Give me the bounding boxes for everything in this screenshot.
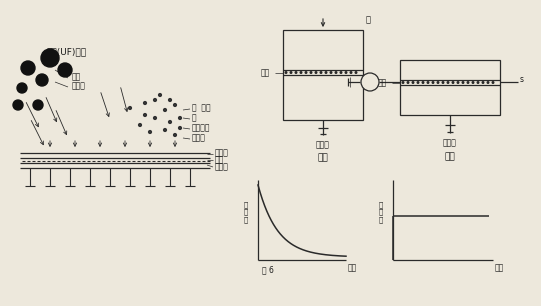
Circle shape <box>457 82 459 83</box>
Circle shape <box>361 73 379 91</box>
Bar <box>283 30 363 120</box>
Text: 颜料: 颜料 <box>72 73 81 81</box>
Circle shape <box>477 82 479 83</box>
Circle shape <box>149 131 151 133</box>
Circle shape <box>138 124 141 126</box>
Circle shape <box>305 72 307 73</box>
Text: 膜
通
量: 膜 通 量 <box>244 201 248 223</box>
Circle shape <box>355 72 357 73</box>
Bar <box>400 60 500 115</box>
Text: 膜
通
量: 膜 通 量 <box>379 201 383 223</box>
Circle shape <box>169 99 171 101</box>
Text: 隔膜: 隔膜 <box>378 79 387 88</box>
Circle shape <box>487 82 489 83</box>
Circle shape <box>154 99 156 101</box>
Circle shape <box>422 82 424 83</box>
Text: 时间: 时间 <box>348 263 357 272</box>
Circle shape <box>129 106 131 110</box>
Circle shape <box>41 49 59 67</box>
Text: 有机酸: 有机酸 <box>192 133 206 143</box>
Text: 隔膜: 隔膜 <box>260 69 269 77</box>
Text: 图 6: 图 6 <box>262 266 274 274</box>
Circle shape <box>21 61 35 75</box>
Circle shape <box>407 82 409 83</box>
Circle shape <box>402 82 404 83</box>
Circle shape <box>17 83 27 93</box>
Circle shape <box>320 72 322 73</box>
Text: s: s <box>520 76 524 84</box>
Circle shape <box>462 82 464 83</box>
Circle shape <box>492 82 494 83</box>
Circle shape <box>163 109 167 111</box>
Text: 介: 介 <box>366 16 371 24</box>
Circle shape <box>467 82 469 83</box>
Text: 超滤: 超滤 <box>445 152 456 162</box>
Circle shape <box>179 127 181 129</box>
Text: 连接剂: 连接剂 <box>72 81 86 91</box>
Text: 隔膜: 隔膜 <box>215 155 225 165</box>
Circle shape <box>33 100 43 110</box>
Circle shape <box>427 82 429 83</box>
Text: 支承体: 支承体 <box>215 162 229 171</box>
Text: 有机溶剂: 有机溶剂 <box>192 124 210 132</box>
Circle shape <box>442 82 444 83</box>
Circle shape <box>174 134 176 136</box>
Circle shape <box>300 72 302 73</box>
Text: 活化层: 活化层 <box>215 148 229 158</box>
Circle shape <box>143 102 147 104</box>
Circle shape <box>315 72 317 73</box>
Circle shape <box>412 82 414 83</box>
Circle shape <box>310 72 312 73</box>
Circle shape <box>472 82 474 83</box>
Circle shape <box>437 82 439 83</box>
Text: 超滤(UF)过程: 超滤(UF)过程 <box>47 47 87 57</box>
Circle shape <box>13 100 23 110</box>
Circle shape <box>417 82 419 83</box>
Circle shape <box>482 82 484 83</box>
Text: 过滤: 过滤 <box>318 154 328 162</box>
Circle shape <box>335 72 337 73</box>
Circle shape <box>174 104 176 106</box>
Circle shape <box>447 82 449 83</box>
Text: 时间: 时间 <box>495 263 504 272</box>
Text: 盐  离子: 盐 离子 <box>192 103 210 113</box>
Circle shape <box>345 72 347 73</box>
Circle shape <box>159 94 161 96</box>
Circle shape <box>340 72 342 73</box>
Text: 渗透液: 渗透液 <box>316 140 330 150</box>
Circle shape <box>163 129 167 131</box>
Text: 渗透液: 渗透液 <box>443 139 457 147</box>
Circle shape <box>325 72 327 73</box>
Circle shape <box>290 72 292 73</box>
Circle shape <box>154 117 156 119</box>
Text: 水: 水 <box>192 114 196 122</box>
Circle shape <box>58 63 72 77</box>
Circle shape <box>432 82 434 83</box>
Circle shape <box>295 72 297 73</box>
Circle shape <box>452 82 454 83</box>
Circle shape <box>285 72 287 73</box>
Circle shape <box>350 72 352 73</box>
Circle shape <box>169 121 171 123</box>
Circle shape <box>179 117 181 119</box>
Circle shape <box>330 72 332 73</box>
Circle shape <box>36 74 48 86</box>
Circle shape <box>143 114 147 116</box>
